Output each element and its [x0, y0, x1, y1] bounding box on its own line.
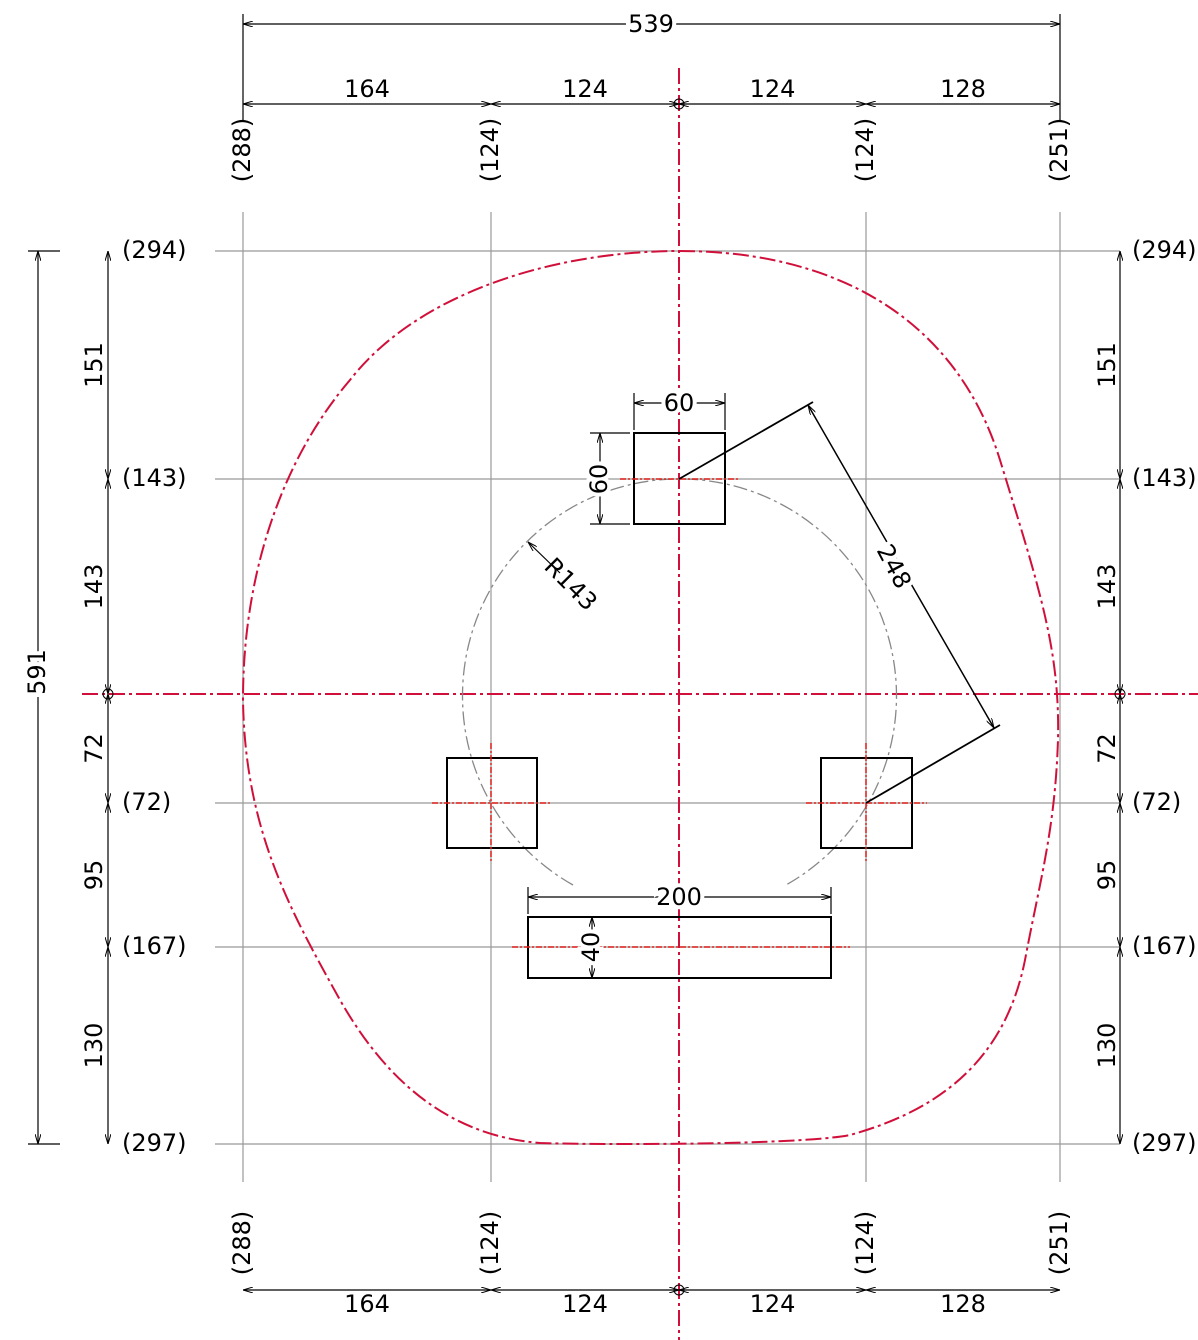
dim-label: 40 [577, 932, 605, 963]
coord-label: (297) [122, 1129, 187, 1157]
dim-label: 95 [1093, 860, 1121, 891]
coord-label: (251) [1045, 1211, 1073, 1276]
dim-label: 143 [80, 564, 108, 610]
coord-label: (143) [122, 464, 187, 492]
dim-label: 164 [344, 75, 390, 103]
dim-label: 151 [80, 342, 108, 388]
dim-label: 128 [940, 1290, 986, 1318]
outline [241, 249, 1060, 1146]
coord-label: (124) [851, 1211, 879, 1276]
dim-label: 143 [1093, 564, 1121, 610]
dim-label: 151 [1093, 342, 1121, 388]
grid-lines [215, 212, 1120, 1182]
coord-label: (251) [1045, 118, 1073, 183]
coord-label: (143) [1132, 464, 1197, 492]
dim-label: 124 [750, 1290, 796, 1318]
coord-label: (124) [476, 118, 504, 183]
dim-label: 128 [940, 75, 986, 103]
dim-label: 72 [80, 733, 108, 764]
dim-label: 124 [562, 1290, 608, 1318]
dim-label: 60 [585, 464, 613, 495]
dim-label: 124 [750, 75, 796, 103]
dim-label: 124 [562, 75, 608, 103]
dim-label: 72 [1093, 733, 1121, 764]
dim-label: 130 [1093, 1023, 1121, 1069]
dim-label: 60 [664, 389, 695, 417]
distance-label: 248 [871, 540, 917, 594]
coord-label: (167) [122, 932, 187, 960]
coord-label: (167) [1132, 932, 1197, 960]
parts [432, 432, 927, 979]
coord-label: (288) [228, 1211, 256, 1276]
origin-mark [102, 688, 114, 700]
coord-label: (294) [1132, 236, 1197, 264]
dim-label: 164 [344, 1290, 390, 1318]
coord-label: (72) [122, 788, 171, 816]
origin-mark [1114, 688, 1126, 700]
coord-label: (72) [1132, 788, 1181, 816]
coord-label: (294) [122, 236, 187, 264]
dim-label: 130 [80, 1023, 108, 1069]
dim-label: 539 [628, 10, 674, 38]
dim-label: 200 [656, 883, 702, 911]
dim-label: 591 [23, 649, 51, 695]
origin-mark [673, 1284, 685, 1296]
radius-label: R143 [539, 552, 603, 616]
coord-label: (297) [1132, 1129, 1197, 1157]
dimensions: 539 164 124 124 128 (288) (124) (124) (251) 164 12… [19, 6, 1197, 1318]
feature-dims: 60 60 200 40 R143 248 [528, 385, 1001, 978]
coord-label: (288) [228, 118, 256, 183]
dim-label: 95 [80, 860, 108, 891]
coord-label: (124) [476, 1211, 504, 1276]
origin-mark [673, 98, 685, 110]
coord-label: (124) [851, 118, 879, 183]
